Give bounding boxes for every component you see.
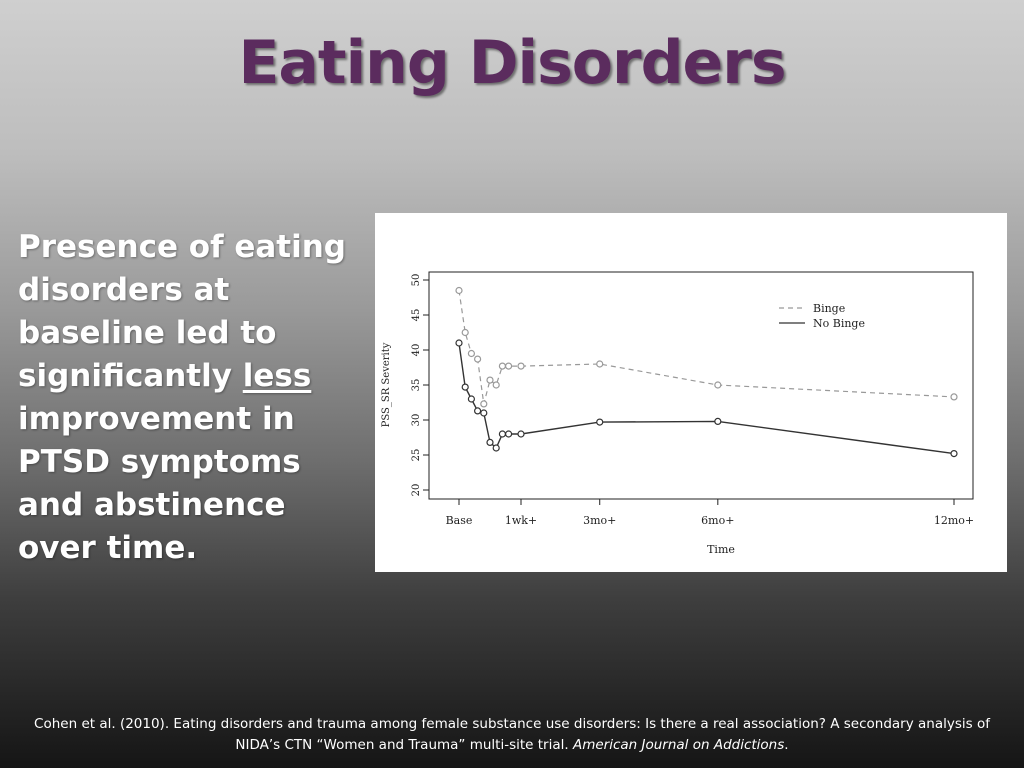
- data-point-no-binge: [492, 444, 500, 452]
- data-point-no-binge: [517, 430, 525, 438]
- data-point-no-binge: [455, 339, 463, 347]
- slide-title: Eating Disorders: [238, 28, 786, 98]
- data-point-binge: [467, 349, 476, 358]
- data-point-binge: [461, 328, 469, 337]
- data-point-binge: [505, 362, 513, 370]
- legend-label: No Binge: [813, 317, 865, 330]
- data-point-no-binge: [714, 417, 722, 425]
- citation-journal: American Journal on Addictions: [572, 737, 785, 753]
- citation-end: .: [784, 737, 789, 753]
- x-tick-label: 12mo+: [934, 514, 974, 527]
- x-tick-label: 3mo+: [583, 514, 616, 527]
- data-point-binge: [517, 362, 525, 370]
- data-point-binge: [492, 381, 500, 389]
- data-point-no-binge: [486, 438, 494, 446]
- legend-label: Binge: [813, 302, 845, 315]
- data-point-binge: [596, 360, 604, 368]
- series-line-no-binge: [458, 342, 955, 455]
- data-point-no-binge: [505, 430, 513, 438]
- x-tick-label: 6mo+: [701, 514, 734, 527]
- data-point-binge: [714, 381, 722, 389]
- y-tick-label: 30: [411, 414, 422, 427]
- body-text-end: improvement in PTSD symptoms and abstine…: [18, 401, 301, 566]
- data-point-no-binge: [461, 383, 469, 391]
- data-point-no-binge: [498, 430, 507, 438]
- body-text: Presence of eating disorders at baseline…: [18, 226, 358, 570]
- citation-text: Cohen et al. (2010). Eating disorders an…: [34, 716, 990, 753]
- data-point-no-binge: [473, 407, 482, 415]
- y-axis-label: PSS_SR Severity: [381, 342, 392, 427]
- data-point-no-binge: [480, 409, 488, 417]
- body-text-start: Presence of eating disorders at baseline…: [18, 229, 346, 394]
- series-line-binge: [458, 290, 955, 405]
- data-point-binge: [480, 400, 488, 408]
- data-point-no-binge: [950, 450, 958, 458]
- body-text-emphasis: less: [242, 358, 312, 394]
- y-tick-label: 45: [411, 309, 422, 322]
- x-axis-label: Time: [707, 543, 735, 556]
- data-point-no-binge: [596, 418, 604, 426]
- line-chart: 20 25 30 35 40 45 50 Base 1wk+ 3mo+ 6mo+ 12mo+ Time P…: [381, 271, 974, 556]
- y-tick-label: 25: [411, 449, 422, 462]
- plot-frame: [428, 271, 974, 500]
- data-point-binge: [455, 286, 463, 295]
- data-point-no-binge: [467, 395, 476, 403]
- y-tick-label: 50: [411, 274, 422, 287]
- y-tick-label: 40: [411, 344, 422, 357]
- y-tick-label: 35: [411, 379, 422, 392]
- data-point-binge: [473, 355, 482, 363]
- chart-panel: 20 25 30 35 40 45 50 Base 1wk+ 3mo+ 6mo+ 12mo+ Time P…: [375, 213, 1007, 572]
- data-point-binge: [498, 362, 507, 370]
- citation: Cohen et al. (2010). Eating disorders an…: [30, 714, 994, 756]
- data-point-binge: [486, 376, 494, 384]
- data-point-binge: [950, 393, 958, 401]
- x-tick-label: Base: [446, 514, 473, 527]
- y-tick-label: 20: [411, 484, 422, 497]
- x-tick-label: 1wk+: [505, 514, 537, 527]
